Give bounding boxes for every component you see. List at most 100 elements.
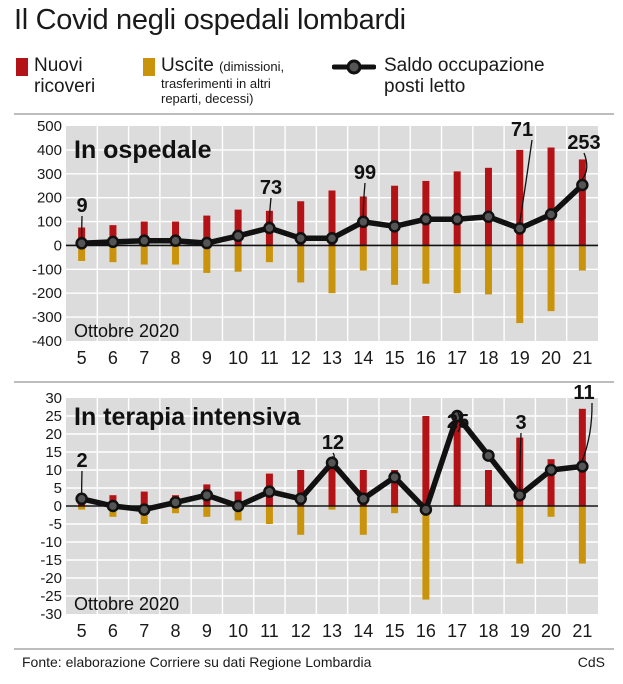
- x-tick-label: 8: [171, 621, 181, 641]
- legend-label-nuovi-ricoveri: Nuovi ricoveri: [34, 55, 95, 97]
- bar-nuovi-ricoveri: [234, 209, 242, 246]
- y-tick-label: 500: [37, 118, 62, 135]
- divider-top: [14, 113, 614, 115]
- annotation-label: 99: [354, 162, 376, 184]
- point-saldo: [231, 229, 245, 243]
- y-tick-label: 15: [45, 444, 62, 461]
- point-saldo: [576, 460, 589, 473]
- y-tick-label: 10: [45, 462, 62, 479]
- bar-uscite: [203, 506, 211, 517]
- point-saldo: [419, 212, 433, 226]
- y-tick-label: -25: [40, 588, 62, 605]
- legend: Nuovi ricoveri Uscite (dimissioni, trasf…: [0, 52, 623, 112]
- y-tick-label: 0: [54, 237, 62, 254]
- bar-uscite: [78, 245, 86, 261]
- point-saldo: [75, 492, 88, 506]
- period-label: Ottobre 2020: [74, 594, 179, 614]
- divider-middle: [14, 381, 614, 383]
- x-tick-label: 10: [228, 348, 248, 368]
- bar-uscite: [547, 245, 555, 312]
- legend-uscite-title: Uscite: [161, 55, 214, 76]
- legend-uscite-note2: trasferimenti in altri: [161, 76, 271, 91]
- y-tick-label: 100: [37, 214, 62, 231]
- bar-uscite: [234, 245, 242, 272]
- x-tick-label: 21: [572, 348, 592, 368]
- bar-nuovi-ricoveri: [547, 147, 555, 246]
- x-tick-label: 14: [353, 621, 373, 641]
- bar-uscite: [297, 245, 305, 283]
- y-tick-label: 20: [45, 426, 62, 443]
- x-tick-label: 11: [260, 348, 279, 368]
- bar-nuovi-ricoveri: [484, 470, 492, 506]
- annotation-leader: [519, 139, 533, 223]
- x-tick-label: 7: [139, 348, 149, 368]
- y-tick-label: -200: [32, 285, 62, 302]
- point-saldo: [388, 220, 401, 233]
- bar-nuovi-ricoveri: [297, 470, 305, 506]
- bar-nuovi-ricoveri: [234, 491, 242, 506]
- bar-nuovi-ricoveri: [172, 221, 180, 246]
- y-tick-label: -100: [32, 261, 62, 278]
- annotation-leader: [519, 432, 522, 490]
- x-tick-label: 17: [447, 348, 467, 368]
- footer-credit: CdS: [577, 654, 605, 670]
- x-tick-label: 19: [510, 621, 530, 641]
- point-saldo: [419, 503, 433, 516]
- y-tick-label: -10: [40, 534, 62, 551]
- x-tick-label: 15: [385, 348, 405, 368]
- point-saldo: [357, 215, 370, 229]
- bar-nuovi-ricoveri: [578, 408, 586, 506]
- legend-saldo-line2: posti letto: [384, 76, 466, 97]
- bar-uscite: [516, 245, 524, 324]
- bar-nuovi-ricoveri: [359, 470, 367, 506]
- y-tick-label: 200: [37, 190, 62, 207]
- legend-uscite-note3: reparti, decessi): [161, 91, 254, 106]
- annotation-label: 11: [573, 382, 594, 404]
- point-saldo: [544, 463, 558, 477]
- y-tick-label: -300: [32, 309, 62, 326]
- bar-uscite: [359, 245, 367, 271]
- x-tick-label: 12: [291, 348, 311, 368]
- bar-uscite: [140, 245, 148, 265]
- annotation-label: 25: [447, 411, 469, 433]
- x-tick-label: 13: [322, 348, 342, 368]
- x-tick-label: 19: [510, 348, 530, 368]
- point-saldo: [357, 492, 370, 506]
- y-tick-label: -30: [40, 606, 62, 623]
- bar-uscite: [578, 245, 586, 271]
- bar-nuovi-ricoveri: [516, 149, 524, 246]
- bar-nuovi-ricoveri: [578, 159, 586, 246]
- annotation-label: 73: [260, 177, 282, 199]
- y-tick-label: 0: [54, 498, 62, 515]
- point-saldo: [200, 236, 214, 250]
- x-tick-label: 15: [385, 621, 405, 641]
- bar-uscite: [203, 245, 211, 273]
- x-tick-label: 5: [77, 348, 87, 368]
- bar-uscite: [265, 245, 273, 263]
- divider-bottom: [14, 648, 614, 650]
- point-saldo: [482, 449, 495, 462]
- point-saldo: [294, 492, 307, 506]
- point-saldo: [106, 499, 120, 513]
- x-tick-label: 16: [416, 348, 436, 368]
- point-saldo: [169, 496, 182, 509]
- y-tick-label: -15: [40, 552, 62, 569]
- point-saldo: [75, 237, 88, 250]
- point-saldo: [137, 503, 151, 516]
- bar-nuovi-ricoveri: [453, 171, 461, 246]
- bar-uscite: [328, 245, 336, 294]
- x-tick-label: 10: [228, 621, 248, 641]
- point-saldo: [450, 212, 464, 226]
- bar-nuovi-ricoveri: [484, 167, 492, 246]
- x-tick-label: 7: [139, 621, 149, 641]
- bar-nuovi-ricoveri: [453, 416, 461, 506]
- point-saldo: [106, 235, 120, 249]
- bar-uscite: [359, 506, 367, 535]
- point-saldo: [325, 456, 339, 470]
- bar-nuovi-ricoveri: [328, 190, 336, 246]
- point-saldo: [388, 470, 401, 484]
- bar-uscite: [265, 506, 273, 524]
- annotation-label: 253: [567, 132, 600, 154]
- point-saldo: [137, 234, 151, 247]
